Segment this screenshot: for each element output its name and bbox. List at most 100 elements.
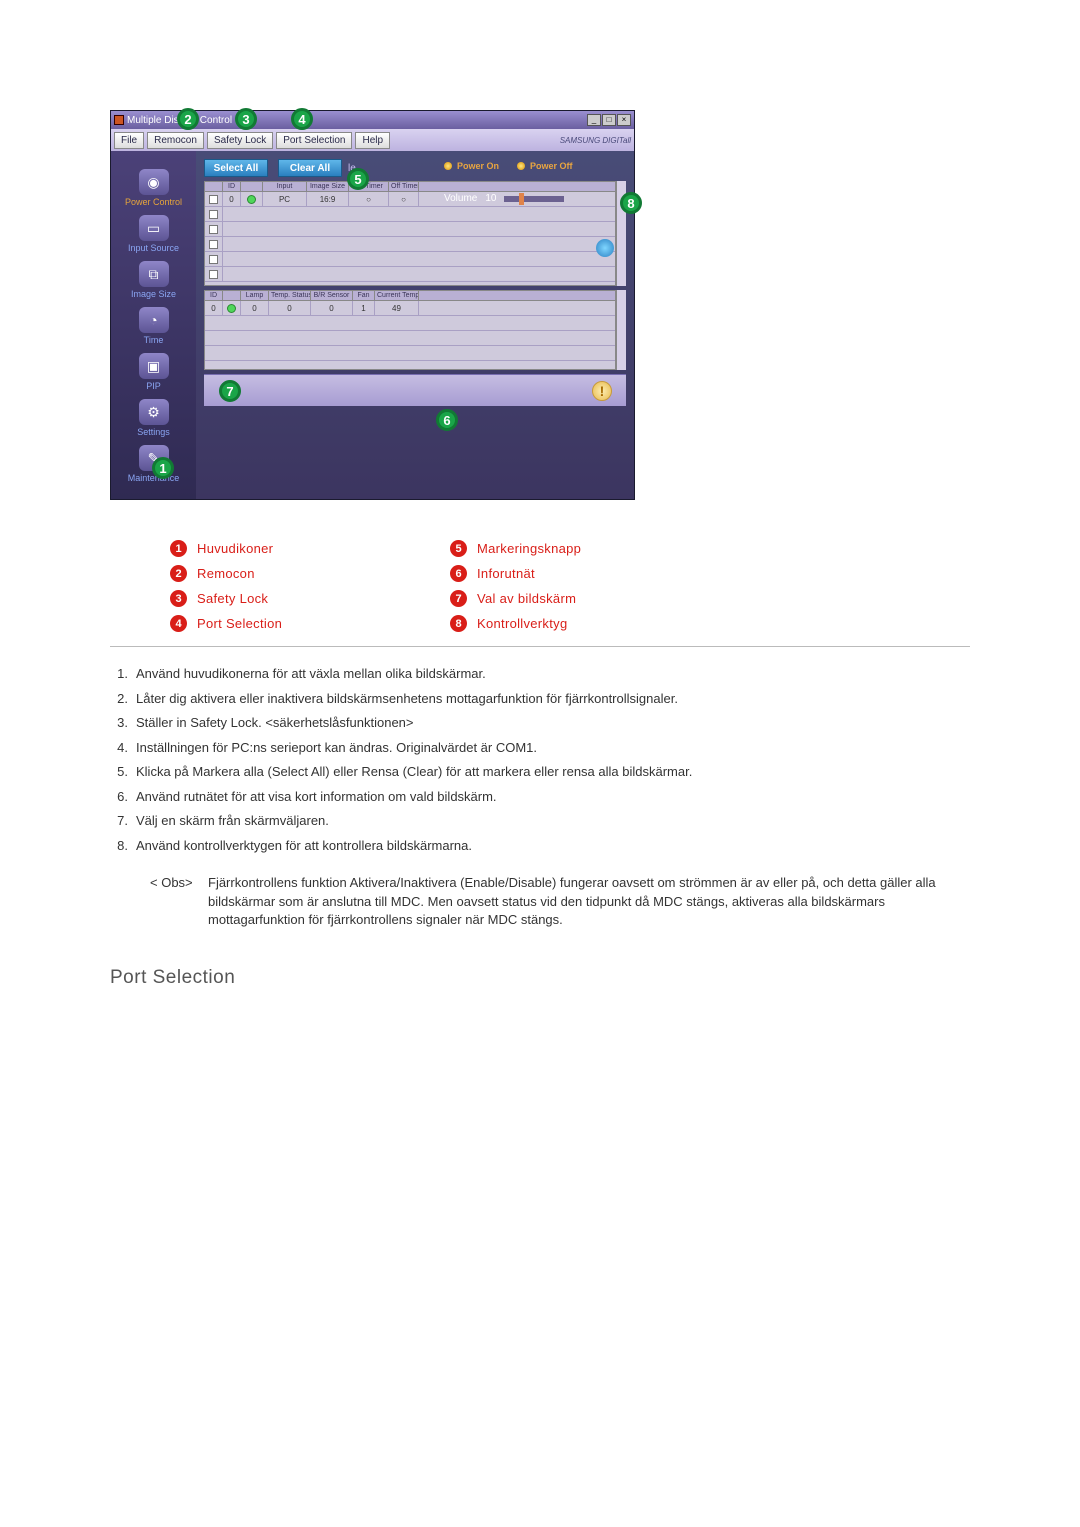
legend-label: Safety Lock	[197, 591, 268, 606]
col2-lamp: Lamp	[241, 291, 269, 300]
image-size-icon[interactable]: ⧉	[139, 261, 169, 287]
time-icon[interactable]: ◔	[139, 307, 169, 333]
callout-7: 7	[219, 380, 241, 402]
legend-label: Markeringsknapp	[477, 541, 581, 556]
description-5: 5.Klicka på Markera alla (Select All) el…	[110, 763, 970, 781]
obs-label: < Obs>	[150, 874, 208, 929]
col-status	[241, 182, 263, 191]
col2-fan: Fan	[353, 291, 375, 300]
sidebar-item-image-size[interactable]: Image Size	[131, 289, 176, 299]
col-checkbox	[205, 182, 223, 191]
minimize-button[interactable]: _	[587, 114, 601, 126]
obs-note: < Obs> Fjärrkontrollens funktion Aktiver…	[150, 874, 970, 929]
menubar: File Remocon Safety Lock Port Selection …	[111, 129, 634, 151]
col-image-size: Image Size	[307, 182, 349, 191]
app-icon	[114, 115, 124, 125]
maximize-button[interactable]: □	[602, 114, 616, 126]
legend-label: Kontrollverktyg	[477, 616, 567, 631]
legend-label: Val av bildskärm	[477, 591, 576, 606]
legend-label: Remocon	[197, 566, 255, 581]
legend-badge: 6	[450, 565, 467, 582]
description-7: 7.Välj en skärm från skärmväljaren.	[110, 812, 970, 830]
cell2-br-sensor: 0	[311, 301, 353, 315]
legend-badge: 3	[170, 590, 187, 607]
legend-item-5: 5 Markeringsknapp	[450, 540, 730, 557]
col-id: ID	[223, 182, 241, 191]
cell2-lamp: 0	[241, 301, 269, 315]
speaker-icon[interactable]	[596, 239, 614, 257]
callout-5: 5	[347, 168, 369, 190]
sidebar-item-input-source[interactable]: Input Source	[128, 243, 179, 253]
menu-file[interactable]: File	[114, 132, 144, 149]
power-on-button[interactable]: Power On	[444, 161, 499, 171]
legend-item-7: 7 Val av bildskärm	[450, 590, 730, 607]
col-input: Input	[263, 182, 307, 191]
legend-badge: 7	[450, 590, 467, 607]
scrollbar[interactable]	[616, 290, 626, 370]
legend-badge: 1	[170, 540, 187, 557]
callout-3: 3	[235, 108, 257, 130]
control-panel: Power On Power Off Volume 10	[438, 161, 628, 251]
legend-item-6: 6Inforutnät	[450, 565, 730, 582]
cell-on-timer: ○	[349, 192, 389, 206]
brand-label: SAMSUNG DIGITall	[560, 136, 631, 145]
legend-item-3: 3 Safety Lock	[170, 590, 450, 607]
row-checkbox[interactable]	[209, 195, 218, 204]
cell2-id: 0	[205, 301, 223, 315]
status-dot-icon	[247, 195, 256, 204]
menu-safety-lock[interactable]: Safety Lock	[207, 132, 273, 149]
cell2-current-temp: 49	[375, 301, 419, 315]
clear-all-button[interactable]: Clear All	[278, 159, 342, 177]
select-all-button[interactable]: Select All	[204, 159, 268, 177]
legend-label: Port Selection	[197, 616, 282, 631]
sidebar-item-settings[interactable]: Settings	[137, 427, 170, 437]
volume-slider[interactable]	[504, 196, 564, 202]
callout-1: 1	[152, 457, 174, 479]
pip-icon[interactable]: ▣	[139, 353, 169, 379]
description-1: 1.Använd huvudikonerna för att växla mel…	[110, 665, 970, 683]
description-2: 2.Låter dig aktivera eller inaktivera bi…	[110, 690, 970, 708]
power-control-icon[interactable]: ◉	[139, 169, 169, 195]
cell-id: 0	[223, 192, 241, 206]
warning-icon: !	[592, 381, 612, 401]
legend-label: Huvudikoner	[197, 541, 273, 556]
legend: 1 Huvudikoner 2 Remocon 3 Safety Lock 4 Port Se…	[170, 540, 970, 632]
obs-text: Fjärrkontrollens funktion Aktivera/Inakt…	[208, 874, 970, 929]
legend-badge: 5	[450, 540, 467, 557]
status-dot-icon	[227, 304, 236, 313]
volume-value: 10	[485, 193, 496, 204]
table-row[interactable]: 0 0 0 0 1 49	[205, 301, 615, 316]
status-bar: !	[204, 374, 626, 406]
legend-item-1: 1 Huvudikoner	[170, 540, 450, 557]
menu-help[interactable]: Help	[355, 132, 390, 149]
section-heading: Port Selection	[110, 967, 970, 989]
cell-input: PC	[263, 192, 307, 206]
description-6: 6.Använd rutnätet för att visa kort info…	[110, 788, 970, 806]
settings-icon[interactable]: ⚙	[139, 399, 169, 425]
sidebar-item-power-control[interactable]: Power Control	[125, 197, 182, 207]
callout-4: 4	[291, 108, 313, 130]
description-8: 8.Använd kontrollverktygen för att kontr…	[110, 837, 970, 855]
callout-2: 2	[177, 108, 199, 130]
cell-image-size: 16:9	[307, 192, 349, 206]
sidebar: ◉ Power Control ▭ Input Source ⧉ Image S…	[111, 151, 196, 499]
menu-remocon[interactable]: Remocon	[147, 132, 204, 149]
legend-item-2: 2 Remocon	[170, 565, 450, 582]
input-source-icon[interactable]: ▭	[139, 215, 169, 241]
sidebar-item-time[interactable]: Time	[144, 335, 164, 345]
description-4: 4.Inställningen för PC:ns serieport kan …	[110, 739, 970, 757]
legend-item-4: 4 Port Selection	[170, 615, 450, 632]
cell-off-timer: ○	[389, 192, 419, 206]
legend-badge: 4	[170, 615, 187, 632]
cell2-temp-status: 0	[269, 301, 311, 315]
menu-port-selection[interactable]: Port Selection	[276, 132, 352, 149]
legend-item-8: 8Kontrollverktyg	[450, 615, 730, 632]
legend-badge: 2	[170, 565, 187, 582]
close-button[interactable]: ×	[617, 114, 631, 126]
info-grid: ID Lamp Temp. Status B/R Sensor Fan Curr…	[204, 290, 616, 370]
callout-8: 8	[620, 192, 642, 214]
sidebar-item-pip[interactable]: PIP	[146, 381, 161, 391]
power-off-button[interactable]: Power Off	[517, 161, 573, 171]
divider	[110, 646, 970, 647]
col-off-timer: Off Timer	[389, 182, 419, 191]
